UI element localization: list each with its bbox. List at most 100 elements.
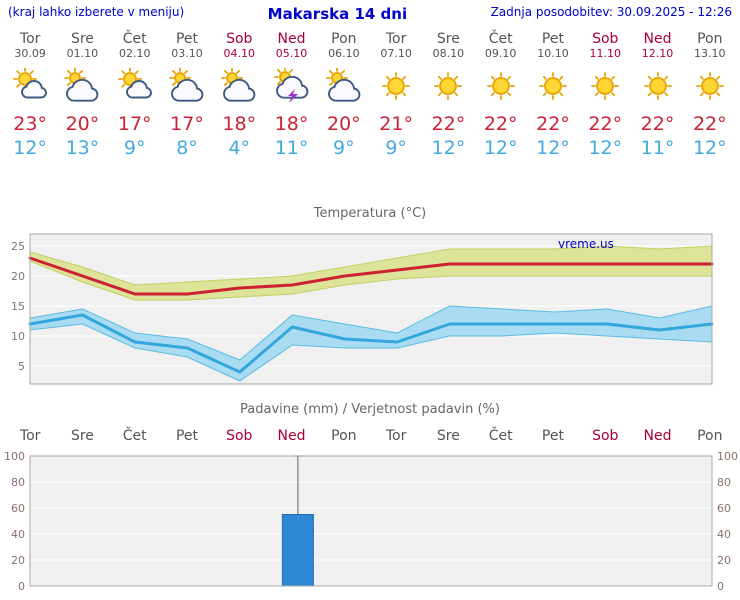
day-column: Pon 13.10 22° 12° [684,31,736,160]
precip-probability: 15% [684,598,736,600]
day-column: Sre 01.10 20° 13° [56,31,108,160]
svg-text:5: 5 [18,360,25,373]
svg-text:20: 20 [11,270,25,283]
svg-text:40: 40 [11,528,25,541]
low-temperature: 12° [431,137,466,159]
precip-day-label: Sob [592,428,619,444]
svg-text:40: 40 [717,528,731,541]
high-temperature: 22° [692,113,727,135]
day-column: Sre 08.10 22° 12° [422,31,474,160]
low-temperature: 8° [176,137,198,159]
precip-probability: 35% [318,598,370,600]
day-name: Ned [277,31,306,47]
precip-probability: 10% [475,598,527,600]
temperature-chart: 5 10 15 20 25 vreme.us [11,233,714,385]
precip-day-label: Pon [697,428,723,444]
sunny-icon [486,72,515,100]
low-temperature: 12° [13,137,47,159]
day-name: Sob [226,31,253,47]
partly-cloudy-icon [117,68,152,99]
precip-probability: 15% [56,598,108,600]
high-temperature: 22° [640,113,675,135]
low-temperature: 9° [123,137,146,159]
precip-probability: 0% [161,598,213,600]
high-temperature: 21° [379,113,413,135]
day-date: 06.10 [328,47,360,60]
precip-day-label: Sre [70,428,94,444]
low-temperature: 4° [228,137,251,159]
precip-probability: 5% [109,598,161,600]
day-column: Tor 07.10 21° 9° [370,31,422,160]
weather-icon-cell [56,60,108,112]
low-temperature: 12° [483,137,518,159]
day-date: 04.10 [223,47,256,60]
day-date: 10.10 [537,47,569,60]
day-name: Pon [331,31,357,47]
day-column: Pet 10.10 22° 12° [527,31,579,160]
thunderstorm-icon [273,68,308,103]
cloudy-icon [169,68,204,102]
precip-probability: 10% [527,598,579,600]
high-temperature: 20° [326,113,361,135]
svg-text:100: 100 [717,450,738,463]
svg-text:100: 100 [4,450,25,463]
high-temperature: 18° [274,113,309,135]
day-column: Ned 12.10 22° 11° [631,31,683,160]
day-date: 13.10 [694,47,726,60]
day-column: Sob 11.10 22° 12° [579,31,631,160]
last-update-text: Zadnja posodobitev: 30.09.2025 - 12:26 [490,5,732,19]
precipitation-probability-row: 5%15%5%0%10%75%35%25%20%10%10%15%15%15% [0,598,740,600]
low-temperature: 12° [588,137,623,159]
page-title: Makarska 14 dni [267,5,408,23]
low-temperature: 13° [65,137,100,159]
svg-text:10: 10 [11,330,25,343]
precip-day-label: Sob [226,428,253,444]
precip-day-label: Pet [541,428,564,444]
day-name: Ned [643,31,672,47]
precip-probability: 15% [579,598,631,600]
precipitation-day-labels: Tor Sre Čet Pet Sob Ned Pon Tor Sre Čet Pet Sob Ned P… [0,428,740,446]
watermark-vreme-us: vreme.us [558,237,614,251]
cloudy-icon [64,68,99,102]
precip-day-label: Ned [643,428,672,444]
day-date: 05.10 [275,47,308,60]
day-column: Čet 02.10 17° 9° [109,31,161,160]
temperature-chart-title: Temperatura (°C) [313,206,427,221]
day-date: 08.10 [432,47,465,60]
day-name: Čet [488,31,513,47]
day-date: 07.10 [380,47,412,60]
day-column: Čet 09.10 22° 12° [475,31,527,160]
weather-icon-cell [527,60,579,112]
precip-day-label: Čet [488,428,513,444]
day-name: Pet [541,31,564,47]
high-temperature: 23° [13,113,47,135]
high-temperature: 22° [431,113,466,135]
high-temperature: 17° [170,113,204,135]
day-date: 03.10 [171,47,203,60]
day-date: 30.09 [14,47,46,60]
day-date: 09.10 [484,47,517,60]
weather-icon-cell [579,60,631,112]
precipitation-chart-title: Padavine (mm) / Verjetnost padavin (%) [240,402,500,417]
precip-probability: 20% [422,598,474,600]
day-name: Tor [19,31,41,47]
weather-icon-cell [475,60,527,112]
sunny-icon [434,72,463,100]
high-temperature: 20° [65,113,100,135]
precip-probability: 15% [631,598,683,600]
weather-icon-cell [422,60,474,112]
cloudy-icon [221,68,256,102]
sunny-icon [695,72,724,100]
weather-icon-cell [265,60,317,112]
menu-hint-link[interactable]: (kraj lahko izberete v meniju) [8,5,185,19]
svg-text:20: 20 [11,554,25,567]
header: (kraj lahko izberete v meniju) Makarska … [0,0,740,25]
precip-probability: 75% [265,598,317,600]
precip-probability: 5% [4,598,56,600]
precip-day-label: Tor [19,428,41,444]
svg-text:0: 0 [717,580,724,593]
svg-text:15: 15 [11,300,25,313]
day-column: Tor 30.09 23° 12° [4,31,56,160]
day-date: 01.10 [66,47,99,60]
